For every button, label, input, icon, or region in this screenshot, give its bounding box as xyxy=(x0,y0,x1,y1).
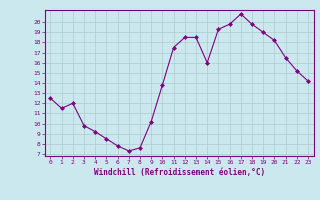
X-axis label: Windchill (Refroidissement éolien,°C): Windchill (Refroidissement éolien,°C) xyxy=(94,168,265,177)
